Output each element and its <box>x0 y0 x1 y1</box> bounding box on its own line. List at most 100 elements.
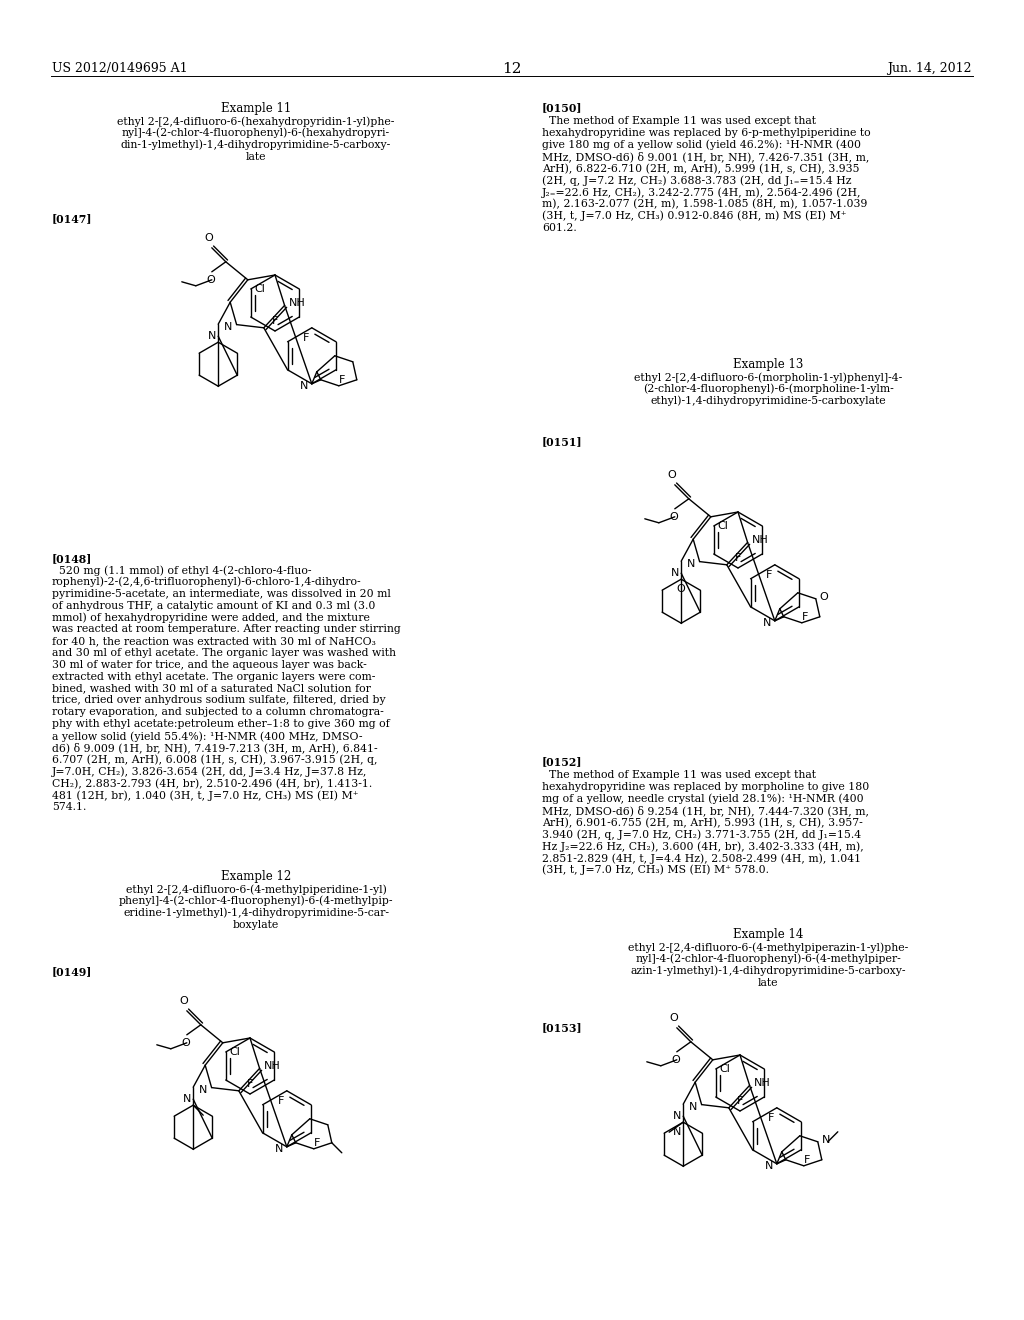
Text: Example 14: Example 14 <box>733 928 803 941</box>
Text: [0153]: [0153] <box>542 1022 583 1034</box>
Text: boxylate: boxylate <box>232 920 280 929</box>
Text: eridine-1-ylmethyl)-1,4-dihydropyrimidine-5-car-: eridine-1-ylmethyl)-1,4-dihydropyrimidin… <box>123 908 389 919</box>
Text: late: late <box>758 978 778 987</box>
Text: nyl]-4-(2-chlor-4-fluorophenyl)-6-(hexahydropyri-: nyl]-4-(2-chlor-4-fluorophenyl)-6-(hexah… <box>122 128 390 139</box>
Text: F: F <box>804 1155 810 1164</box>
Text: NH: NH <box>263 1061 281 1072</box>
Text: J=7.0H, CH₂), 3.826-3.654 (2H, dd, J=3.4 Hz, J=37.8 Hz,: J=7.0H, CH₂), 3.826-3.654 (2H, dd, J=3.4… <box>52 767 368 777</box>
Text: (3H, t, J=7.0 Hz, CH₃) 0.912-0.846 (8H, m) MS (EI) M⁺: (3H, t, J=7.0 Hz, CH₃) 0.912-0.846 (8H, … <box>542 211 847 222</box>
Text: N: N <box>183 1094 191 1105</box>
Text: 481 (12H, br), 1.040 (3H, t, J=7.0 Hz, CH₃) MS (EI) M⁺: 481 (12H, br), 1.040 (3H, t, J=7.0 Hz, C… <box>52 791 358 801</box>
Text: Cl: Cl <box>229 1047 241 1057</box>
Text: F: F <box>737 1096 743 1106</box>
Text: O: O <box>668 470 676 479</box>
Text: O: O <box>181 1038 190 1048</box>
Text: N: N <box>765 1160 773 1171</box>
Text: azin-1-ylmethyl)-1,4-dihydropyrimidine-5-carboxy-: azin-1-ylmethyl)-1,4-dihydropyrimidine-5… <box>630 966 906 977</box>
Text: ethyl)-1,4-dihydropyrimidine-5-carboxylate: ethyl)-1,4-dihydropyrimidine-5-carboxyla… <box>650 396 886 407</box>
Text: US 2012/0149695 A1: US 2012/0149695 A1 <box>52 62 187 75</box>
Text: ethyl 2-[2,4-difluoro-6-(hexahydropyridin-1-yl)phe-: ethyl 2-[2,4-difluoro-6-(hexahydropyridi… <box>118 116 394 127</box>
Text: mg of a yellow, needle crystal (yield 28.1%): ¹H-NMR (400: mg of a yellow, needle crystal (yield 28… <box>542 793 863 804</box>
Text: O: O <box>820 591 828 602</box>
Text: hexahydropyridine was replaced by morpholine to give 180: hexahydropyridine was replaced by morpho… <box>542 781 869 792</box>
Text: F: F <box>247 1078 253 1089</box>
Text: mmol) of hexahydropyridine were added, and the mixture: mmol) of hexahydropyridine were added, a… <box>52 612 370 623</box>
Text: 3.940 (2H, q, J=7.0 Hz, CH₂) 3.771-3.755 (2H, dd J₁=15.4: 3.940 (2H, q, J=7.0 Hz, CH₂) 3.771-3.755… <box>542 829 861 840</box>
Text: phenyl]-4-(2-chlor-4-fluorophenyl)-6-(4-methylpip-: phenyl]-4-(2-chlor-4-fluorophenyl)-6-(4-… <box>119 896 393 907</box>
Text: [0151]: [0151] <box>542 436 583 447</box>
Text: N: N <box>822 1135 830 1144</box>
Text: N: N <box>687 558 695 569</box>
Text: 30 ml of water for trice, and the aqueous layer was back-: 30 ml of water for trice, and the aqueou… <box>52 660 367 669</box>
Text: [0148]: [0148] <box>52 553 92 564</box>
Text: O: O <box>205 232 213 243</box>
Text: NH: NH <box>289 298 305 309</box>
Text: The method of Example 11 was used except that: The method of Example 11 was used except… <box>542 770 816 780</box>
Text: F: F <box>802 611 808 622</box>
Text: [0147]: [0147] <box>52 213 92 224</box>
Text: F: F <box>765 570 772 579</box>
Text: (2H, q, J=7.2 Hz, CH₂) 3.688-3.783 (2H, dd J₁₌=15.4 Hz: (2H, q, J=7.2 Hz, CH₂) 3.688-3.783 (2H, … <box>542 176 852 186</box>
Text: NH: NH <box>754 1078 770 1089</box>
Text: 574.1.: 574.1. <box>52 803 86 812</box>
Text: Cl: Cl <box>255 284 265 294</box>
Text: Cl: Cl <box>720 1064 731 1074</box>
Text: F: F <box>302 333 309 343</box>
Text: 601.2.: 601.2. <box>542 223 577 232</box>
Text: CH₂), 2.883-2.793 (4H, br), 2.510-2.496 (4H, br), 1.413-1.: CH₂), 2.883-2.793 (4H, br), 2.510-2.496 … <box>52 779 373 789</box>
Text: N: N <box>224 322 232 331</box>
Text: [0150]: [0150] <box>542 102 583 114</box>
Text: F: F <box>339 375 345 385</box>
Text: F: F <box>278 1096 284 1106</box>
Text: and 30 ml of ethyl acetate. The organic layer was washed with: and 30 ml of ethyl acetate. The organic … <box>52 648 396 657</box>
Text: F: F <box>735 553 741 564</box>
Text: phy with ethyl acetate:petroleum ether–1:8 to give 360 mg of: phy with ethyl acetate:petroleum ether–1… <box>52 719 390 729</box>
Text: Example 12: Example 12 <box>221 870 291 883</box>
Text: bined, washed with 30 ml of a saturated NaCl solution for: bined, washed with 30 ml of a saturated … <box>52 684 371 693</box>
Text: F: F <box>314 1138 321 1148</box>
Text: give 180 mg of a yellow solid (yield 46.2%): ¹H-NMR (400: give 180 mg of a yellow solid (yield 46.… <box>542 140 861 150</box>
Text: nyl]-4-(2-chlor-4-fluorophenyl)-6-(4-methylpiper-: nyl]-4-(2-chlor-4-fluorophenyl)-6-(4-met… <box>635 954 901 965</box>
Text: din-1-ylmethyl)-1,4-dihydropyrimidine-5-carboxy-: din-1-ylmethyl)-1,4-dihydropyrimidine-5-… <box>121 140 391 150</box>
Text: N: N <box>673 1127 681 1138</box>
Text: 12: 12 <box>502 62 522 77</box>
Text: O: O <box>179 995 188 1006</box>
Text: m), 2.163-2.077 (2H, m), 1.598-1.085 (8H, m), 1.057-1.039: m), 2.163-2.077 (2H, m), 1.598-1.085 (8H… <box>542 199 867 210</box>
Text: O: O <box>670 512 678 521</box>
Text: [0152]: [0152] <box>542 756 583 767</box>
Text: Example 13: Example 13 <box>733 358 803 371</box>
Text: N: N <box>299 380 308 391</box>
Text: trice, dried over anhydrous sodium sulfate, filtered, dried by: trice, dried over anhydrous sodium sulfa… <box>52 696 386 705</box>
Text: F: F <box>767 1113 774 1123</box>
Text: 520 mg (1.1 mmol) of ethyl 4-(2-chloro-4-fluo-: 520 mg (1.1 mmol) of ethyl 4-(2-chloro-4… <box>52 565 311 576</box>
Text: Hz J₂=22.6 Hz, CH₂), 3.600 (4H, br), 3.402-3.333 (4H, m),: Hz J₂=22.6 Hz, CH₂), 3.600 (4H, br), 3.4… <box>542 841 864 851</box>
Text: a yellow solid (yield 55.4%): ¹H-NMR (400 MHz, DMSO-: a yellow solid (yield 55.4%): ¹H-NMR (40… <box>52 731 362 742</box>
Text: MHz, DMSO-d6) δ 9.001 (1H, br, NH), 7.426-7.351 (3H, m,: MHz, DMSO-d6) δ 9.001 (1H, br, NH), 7.42… <box>542 152 869 162</box>
Text: ethyl 2-[2,4-difluoro-6-(4-methylpiperazin-1-yl)phe-: ethyl 2-[2,4-difluoro-6-(4-methylpiperaz… <box>628 942 908 953</box>
Text: 2.851-2.829 (4H, t, J=4.4 Hz), 2.508-2.499 (4H, m), 1.041: 2.851-2.829 (4H, t, J=4.4 Hz), 2.508-2.4… <box>542 853 861 863</box>
Text: J₂₌=22.6 Hz, CH₂), 3.242-2.775 (4H, m), 2.564-2.496 (2H,: J₂₌=22.6 Hz, CH₂), 3.242-2.775 (4H, m), … <box>542 187 861 198</box>
Text: O: O <box>672 1055 680 1065</box>
Text: rophenyl)-2-(2,4,6-trifluorophenyl)-6-chloro-1,4-dihydro-: rophenyl)-2-(2,4,6-trifluorophenyl)-6-ch… <box>52 577 361 587</box>
Text: d6) δ 9.009 (1H, br, NH), 7.419-7.213 (3H, m, ArH), 6.841-: d6) δ 9.009 (1H, br, NH), 7.419-7.213 (3… <box>52 743 378 754</box>
Text: N: N <box>673 1111 681 1121</box>
Text: Example 11: Example 11 <box>221 102 291 115</box>
Text: pyrimidine-5-acetate, an intermediate, was dissolved in 20 ml: pyrimidine-5-acetate, an intermediate, w… <box>52 589 391 599</box>
Text: late: late <box>246 152 266 161</box>
Text: of anhydrous THF, a catalytic amount of KI and 0.3 ml (3.0: of anhydrous THF, a catalytic amount of … <box>52 601 376 611</box>
Text: NH: NH <box>752 536 768 545</box>
Text: for 40 h, the reaction was extracted with 30 ml of NaHCO₃: for 40 h, the reaction was extracted wit… <box>52 636 376 645</box>
Text: [0149]: [0149] <box>52 966 92 977</box>
Text: N: N <box>689 1102 697 1111</box>
Text: rotary evaporation, and subjected to a column chromatogra-: rotary evaporation, and subjected to a c… <box>52 708 384 717</box>
Text: N: N <box>763 618 771 628</box>
Text: ethyl 2-[2,4-difluoro-6-(4-methylpiperidine-1-yl): ethyl 2-[2,4-difluoro-6-(4-methylpiperid… <box>126 884 386 895</box>
Text: N: N <box>200 1085 208 1094</box>
Text: N: N <box>208 331 216 341</box>
Text: extracted with ethyl acetate. The organic layers were com-: extracted with ethyl acetate. The organi… <box>52 672 376 681</box>
Text: O: O <box>207 275 215 285</box>
Text: Jun. 14, 2012: Jun. 14, 2012 <box>888 62 972 75</box>
Text: N: N <box>671 568 679 578</box>
Text: O: O <box>670 1012 678 1023</box>
Text: (3H, t, J=7.0 Hz, CH₃) MS (EI) M⁺ 578.0.: (3H, t, J=7.0 Hz, CH₃) MS (EI) M⁺ 578.0. <box>542 865 769 875</box>
